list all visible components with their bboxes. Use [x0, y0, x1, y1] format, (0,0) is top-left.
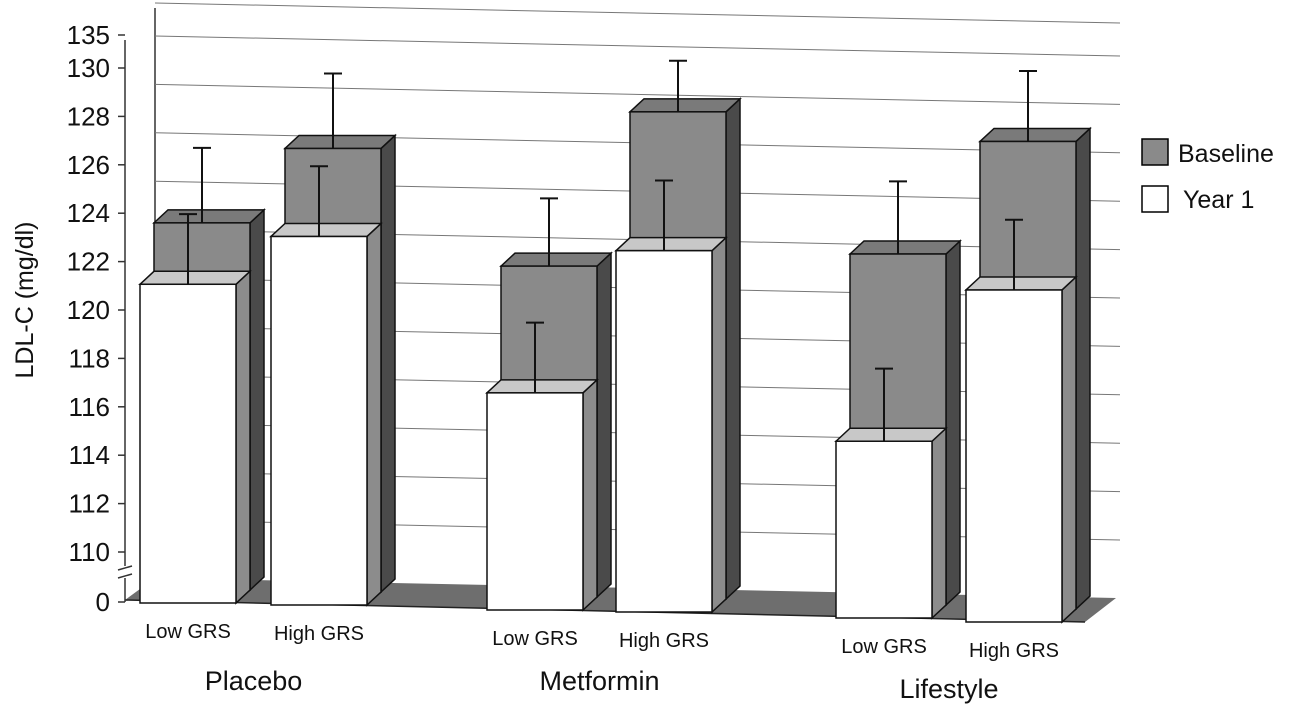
legend-swatch-baseline [1141, 138, 1169, 166]
errorbar-year1 [875, 367, 893, 442]
legend-label-baseline: Baseline [1178, 140, 1274, 168]
x-group-label: Metformin [539, 666, 659, 696]
bar-year1 [614, 235, 728, 614]
x-tick-label: Low GRS [492, 628, 578, 650]
y-tick-label: 0 [96, 587, 110, 617]
errorbar-year1 [310, 165, 328, 237]
y-tick-label: 112 [69, 489, 110, 519]
gridline [154, 83, 1121, 105]
x-axis-labels: Low GRS High GRS Placebo Low GRS High GRS Met… [145, 621, 1059, 704]
x-tick-label: High GRS [969, 640, 1059, 662]
y-axis-title: LDL-C (mg/dl) [11, 222, 39, 379]
x-tick-label: High GRS [619, 630, 709, 652]
axis-break-mark [117, 565, 133, 579]
bar-year1 [138, 269, 252, 605]
y-tick-label: 130 [67, 53, 110, 83]
y-tick-label: 118 [69, 343, 110, 373]
y-tick-label: 135 [67, 20, 110, 50]
errorbar-baseline [540, 197, 558, 267]
errorbar-year1 [1005, 218, 1023, 290]
y-tick-label: 116 [69, 392, 110, 422]
legend-swatch-year1 [1141, 185, 1169, 213]
bar-year1 [964, 275, 1078, 624]
x-group-label: Placebo [205, 666, 303, 696]
y-tick-label: 124 [67, 198, 110, 228]
errorbar-year1 [655, 179, 673, 251]
gridline [154, 2, 1121, 24]
y-tick-label: 110 [69, 537, 110, 567]
errorbar-year1 [179, 213, 197, 285]
y-tick-label: 128 [67, 101, 110, 131]
x-group-label: Lifestyle [899, 674, 998, 704]
bars-layer [138, 59, 1092, 624]
bar-year1 [834, 426, 948, 620]
x-tick-label: Low GRS [145, 621, 231, 643]
errorbar-baseline [193, 146, 211, 223]
legend: Baseline Year 1 [1141, 138, 1274, 214]
y-tick-label: 114 [69, 440, 110, 470]
errorbar-baseline [669, 59, 687, 112]
legend-label-year1: Year 1 [1183, 186, 1254, 214]
gridline [154, 35, 1121, 57]
errorbar-baseline [889, 180, 907, 254]
errorbar-baseline [324, 72, 342, 149]
y-tick-label: 122 [67, 247, 110, 277]
bar-year1 [485, 378, 599, 612]
errorbar-baseline [1019, 70, 1037, 142]
x-tick-label: High GRS [274, 623, 364, 645]
bar-year1 [269, 221, 383, 607]
y-tick-label: 120 [67, 295, 110, 325]
y-tick-label: 126 [67, 150, 110, 180]
errorbar-year1 [526, 321, 544, 393]
x-tick-label: Low GRS [841, 636, 927, 658]
